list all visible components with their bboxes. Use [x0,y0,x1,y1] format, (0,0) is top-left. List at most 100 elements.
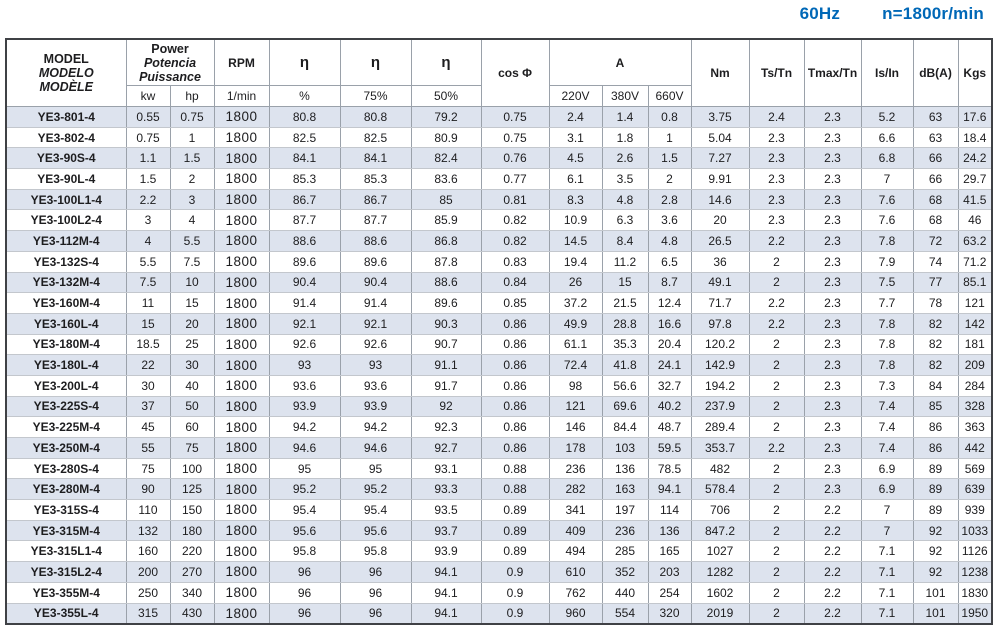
cell-is-in: 7.5 [860,271,914,294]
cell-torque-nm: 1602 [690,581,750,604]
cell-current-380v: 163 [601,478,649,501]
cell-is-in: 7.9 [860,250,914,273]
cell-cos-phi: 0.83 [480,250,550,273]
cell-current-660v: 4.8 [647,230,692,252]
cell-torque-nm: 26.5 [690,230,750,252]
cell-current-660v: 16.6 [647,312,692,335]
table-row: YE3-315M-4 132 180 1800 95.6 95.6 93.7 0.89 409 2… [5,519,993,542]
cell-eta-75: 92.6 [339,333,412,356]
cell-noise-db: 89 [912,478,959,501]
cell-eta-50: 93.9 [410,540,482,563]
cell-torque-nm: 7.27 [690,147,750,170]
cell-rpm: 1800 [213,519,270,542]
cell-model: YE3-132M-4 [5,271,127,294]
cell-ts-tn: 2 [748,395,805,418]
cell-eta-50: 92.7 [410,437,482,459]
cell-noise-db: 89 [912,499,959,521]
table-row: YE3-802-4 0.75 1 1800 82.5 82.5 80.9 0.75 3.1 1.8… [5,126,993,149]
table-row: YE3-801-4 0.55 0.75 1800 80.8 80.8 79.2 0.75 2.4… [5,106,993,128]
cell-eta-75: 84.1 [339,147,412,170]
cell-rpm: 1800 [213,374,270,397]
cell-power-kw: 15 [125,312,171,335]
cell-eta-50: 87.8 [410,250,482,273]
cell-rpm: 1800 [213,561,270,583]
table-row: YE3-112M-4 4 5.5 1800 88.6 88.6 86.8 0.82 14.5 8.… [5,230,993,252]
cell-current-660v: 1 [647,126,692,149]
cell-eta-50: 85 [410,188,482,211]
cell-rpm: 1800 [213,209,270,232]
column-header-rpm: RPM [213,38,270,86]
cell-cos-phi: 0.9 [480,602,550,625]
cell-noise-db: 82 [912,333,959,356]
table-row: YE3-280S-4 75 100 1800 95 95 93.1 0.88 236 136 78.… [5,457,993,480]
cell-tmax-tn: 2.2 [803,540,862,563]
cell-noise-db: 84 [912,374,959,397]
cell-eta-50: 80.9 [410,126,482,149]
cell-weight-kgs: 1830 [957,581,993,604]
cell-current-660v: 203 [647,561,692,583]
cell-noise-db: 92 [912,519,959,542]
cell-noise-db: 63 [912,106,959,128]
cell-ts-tn: 2 [748,519,805,542]
cell-eta-75: 86.7 [339,188,412,211]
cell-current-660v: 2.8 [647,188,692,211]
column-subheader-hp: hp [169,85,215,107]
cell-current-220v: 178 [548,437,603,459]
cell-model: YE3-100L1-4 [5,188,127,211]
cell-eta-100: 86.7 [268,188,341,211]
table-row: YE3-90S-4 1.1 1.5 1800 84.1 84.1 82.4 0.76 4.5 2.… [5,147,993,170]
cell-weight-kgs: 939 [957,499,993,521]
cell-current-380v: 3.5 [601,168,649,190]
cell-eta-100: 96 [268,602,341,625]
cell-model: YE3-315L2-4 [5,561,127,583]
cell-current-660v: 1.5 [647,147,692,170]
power-label-fr: Puissance [139,69,201,84]
cell-eta-100: 89.6 [268,250,341,273]
cell-current-220v: 72.4 [548,354,603,376]
cell-noise-db: 92 [912,540,959,563]
cell-power-kw: 75 [125,457,171,480]
cell-power-kw: 200 [125,561,171,583]
table-row: YE3-160M-4 11 15 1800 91.4 91.4 89.6 0.85 37.2 21… [5,292,993,314]
cell-model: YE3-200L-4 [5,374,127,397]
cell-cos-phi: 0.81 [480,188,550,211]
cell-power-kw: 4 [125,230,171,252]
cell-rpm: 1800 [213,395,270,418]
cell-tmax-tn: 2.3 [803,312,862,335]
cell-eta-50: 92.3 [410,416,482,438]
cell-torque-nm: 36 [690,250,750,273]
cell-is-in: 7.4 [860,416,914,438]
cell-current-660v: 114 [647,499,692,521]
cell-power-kw: 7.5 [125,271,171,294]
cell-torque-nm: 847.2 [690,519,750,542]
cell-eta-75: 94.6 [339,437,412,459]
cell-is-in: 7.6 [860,188,914,211]
cell-weight-kgs: 1126 [957,540,993,563]
cell-eta-50: 89.6 [410,292,482,314]
cell-power-hp: 7.5 [169,250,215,273]
cell-model: YE3-280S-4 [5,457,127,480]
cell-is-in: 7 [860,519,914,542]
cell-current-220v: 121 [548,395,603,418]
cell-current-380v: 197 [601,499,649,521]
cell-torque-nm: 578.4 [690,478,750,501]
cell-power-kw: 5.5 [125,250,171,273]
cell-current-380v: 69.6 [601,395,649,418]
cell-current-380v: 236 [601,519,649,542]
cell-is-in: 7.8 [860,312,914,335]
cell-cos-phi: 0.86 [480,395,550,418]
cell-model: YE3-90L-4 [5,168,127,190]
power-label-en: Power [151,41,189,56]
cell-current-220v: 26 [548,271,603,294]
cell-current-660v: 59.5 [647,437,692,459]
cell-is-in: 7.1 [860,581,914,604]
cell-tmax-tn: 2.3 [803,209,862,232]
cell-power-kw: 1.5 [125,168,171,190]
cell-current-220v: 37.2 [548,292,603,314]
cell-current-220v: 762 [548,581,603,604]
table-row: YE3-225S-4 37 50 1800 93.9 93.9 92 0.86 121 69.6 4… [5,395,993,418]
table-body: YE3-801-4 0.55 0.75 1800 80.8 80.8 79.2 0.75 2.4… [5,106,993,625]
cell-eta-100: 84.1 [268,147,341,170]
cell-tmax-tn: 2.3 [803,416,862,438]
cell-current-220v: 61.1 [548,333,603,356]
